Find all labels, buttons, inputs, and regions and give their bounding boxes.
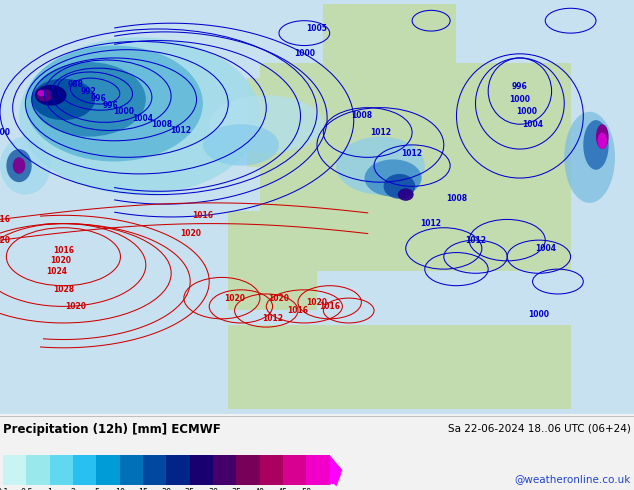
Text: 1008: 1008 <box>351 111 372 121</box>
Text: 45: 45 <box>278 489 288 490</box>
Text: 1012: 1012 <box>170 126 191 135</box>
Text: 1004: 1004 <box>522 120 543 129</box>
Bar <box>120 455 143 486</box>
Text: 50: 50 <box>301 489 311 490</box>
Text: 992: 992 <box>81 87 96 97</box>
Text: 20: 20 <box>162 489 171 490</box>
Text: 1020: 1020 <box>49 256 71 266</box>
Text: 996: 996 <box>103 101 119 110</box>
Ellipse shape <box>203 124 279 166</box>
Text: 1020: 1020 <box>65 302 87 311</box>
Text: 1: 1 <box>48 489 53 490</box>
Bar <box>306 455 330 486</box>
Ellipse shape <box>32 79 95 120</box>
Text: 1024: 1024 <box>46 267 68 276</box>
Text: 0.1: 0.1 <box>0 489 10 490</box>
Text: 1028: 1028 <box>53 285 74 294</box>
Ellipse shape <box>25 46 203 162</box>
Bar <box>260 455 283 486</box>
Text: 1020: 1020 <box>268 294 290 303</box>
Text: 996: 996 <box>512 82 527 92</box>
Text: 1000: 1000 <box>0 128 11 137</box>
Text: 0.5: 0.5 <box>20 489 33 490</box>
Bar <box>3 455 27 486</box>
Text: 30: 30 <box>208 489 218 490</box>
Bar <box>190 455 213 486</box>
Ellipse shape <box>37 90 45 96</box>
Text: 1016: 1016 <box>192 211 214 220</box>
Ellipse shape <box>564 112 615 203</box>
Text: Precipitation (12h) [mm] ECMWF: Precipitation (12h) [mm] ECMWF <box>3 423 221 436</box>
Text: 1016: 1016 <box>53 246 74 255</box>
Ellipse shape <box>6 149 32 182</box>
Bar <box>236 455 260 486</box>
Text: 1016: 1016 <box>287 306 309 315</box>
Text: 25: 25 <box>184 489 195 490</box>
Ellipse shape <box>596 124 609 149</box>
Text: 1004: 1004 <box>132 114 153 122</box>
Bar <box>96 455 120 486</box>
Text: 40: 40 <box>255 489 265 490</box>
Ellipse shape <box>597 132 607 149</box>
Ellipse shape <box>384 174 415 199</box>
Text: 1020: 1020 <box>0 236 11 245</box>
Text: 1016: 1016 <box>319 302 340 311</box>
Bar <box>166 455 190 486</box>
Text: 988: 988 <box>68 80 84 89</box>
Text: 1020: 1020 <box>306 298 328 307</box>
Text: 2: 2 <box>70 489 75 490</box>
Text: 1000: 1000 <box>294 49 315 58</box>
Ellipse shape <box>0 137 51 195</box>
Ellipse shape <box>36 89 52 101</box>
Text: 1008: 1008 <box>446 194 467 203</box>
Bar <box>50 455 73 486</box>
Ellipse shape <box>35 85 67 105</box>
Text: 10: 10 <box>115 489 125 490</box>
Text: 1012: 1012 <box>262 314 283 323</box>
Text: 5: 5 <box>94 489 99 490</box>
Text: 1000: 1000 <box>113 107 134 116</box>
Text: 996: 996 <box>91 94 106 103</box>
Text: 1005: 1005 <box>307 24 327 33</box>
Ellipse shape <box>365 159 422 196</box>
Text: 1012: 1012 <box>465 236 486 245</box>
Text: 15: 15 <box>138 489 148 490</box>
Bar <box>143 455 167 486</box>
Text: 1000: 1000 <box>528 310 550 319</box>
Text: 1020: 1020 <box>224 294 245 303</box>
Ellipse shape <box>583 120 609 170</box>
Text: 1016: 1016 <box>0 215 11 224</box>
Bar <box>73 455 96 486</box>
Text: 1012: 1012 <box>420 219 442 228</box>
Text: @weatheronline.co.uk: @weatheronline.co.uk <box>514 474 631 484</box>
Text: 1020: 1020 <box>179 229 201 239</box>
Text: 35: 35 <box>231 489 242 490</box>
Text: Sa 22-06-2024 18..06 UTC (06+24): Sa 22-06-2024 18..06 UTC (06+24) <box>448 423 631 433</box>
Ellipse shape <box>398 188 413 201</box>
Text: 1012: 1012 <box>370 128 391 137</box>
Text: 1004: 1004 <box>534 244 556 253</box>
Bar <box>27 455 50 486</box>
Ellipse shape <box>336 137 425 195</box>
Ellipse shape <box>13 157 25 174</box>
Ellipse shape <box>209 95 323 153</box>
Polygon shape <box>330 455 342 486</box>
Text: 1000: 1000 <box>509 95 531 104</box>
Bar <box>213 455 236 486</box>
Text: 1000: 1000 <box>515 107 537 116</box>
Text: 1008: 1008 <box>151 120 172 129</box>
Ellipse shape <box>19 37 260 195</box>
Text: 1012: 1012 <box>401 148 423 158</box>
Bar <box>283 455 306 486</box>
Ellipse shape <box>32 62 146 137</box>
